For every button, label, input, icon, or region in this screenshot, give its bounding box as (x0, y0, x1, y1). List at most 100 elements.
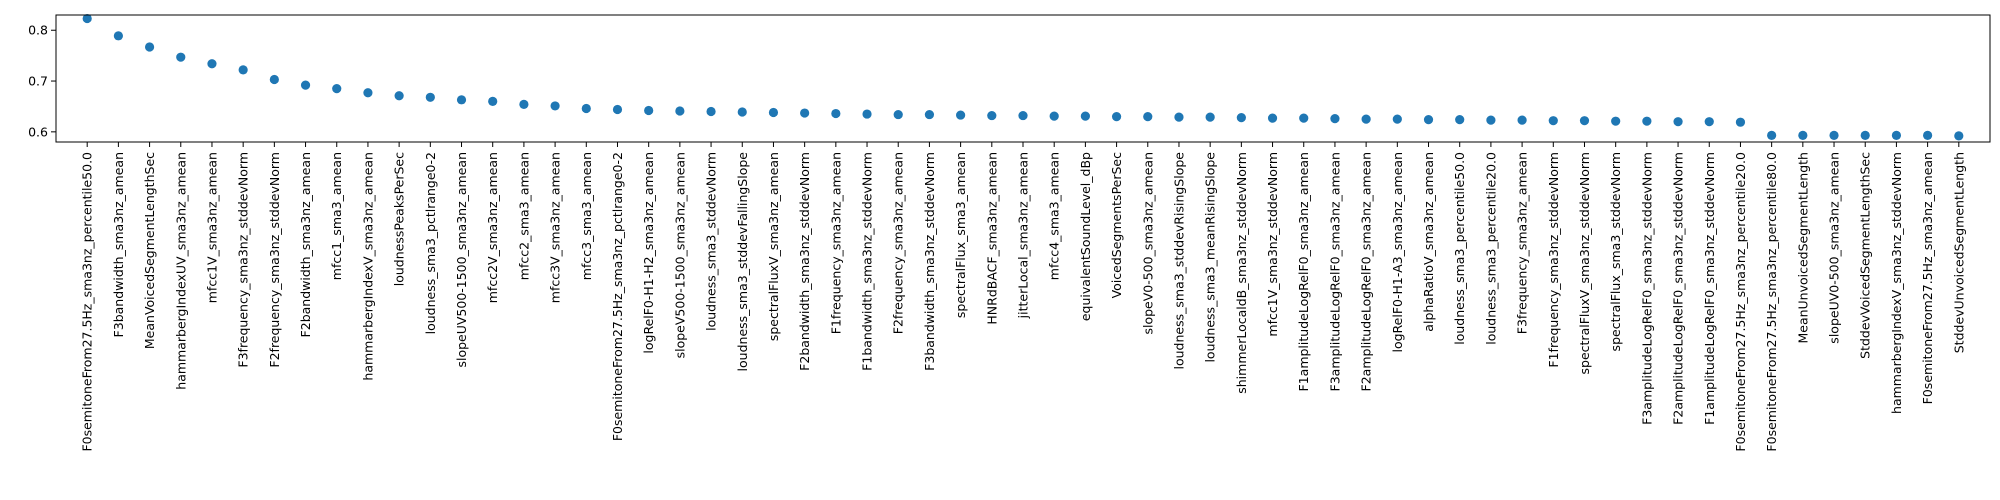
data-point (176, 52, 186, 62)
x-tick-label: loudness_sma3_stddevNorm (704, 152, 719, 331)
x-tick-label: F2bandwidth_sma3nz_amean (298, 152, 313, 337)
x-tick-label: spectralFlux_sma3_amean (953, 152, 968, 318)
x-tick-label: spectralFlux_sma3_stddevNorm (1608, 152, 1623, 351)
x-tick-label: F2amplitudeLogRelF0_sma3nz_amean (1359, 152, 1374, 391)
x-tick-label: VoicedSegmentsPerSec (1109, 152, 1124, 299)
data-point (1018, 110, 1028, 121)
data-point (1205, 112, 1215, 122)
x-tick-label: slopeV500-1500_sma3nz_amean (672, 152, 687, 358)
data-point (144, 42, 155, 52)
data-point (612, 104, 623, 115)
data-point (987, 110, 997, 121)
x-tick-label: loudness_sma3_percentile20.0 (1483, 152, 1498, 345)
data-point (1455, 115, 1465, 125)
data-point (768, 107, 779, 118)
x-tick-label: F0semitoneFrom27.5Hz_sma3nz_percentile80… (1764, 152, 1779, 452)
y-tick-label: 0.7 (28, 74, 48, 89)
x-tick-label: logRelF0-H1-A3_sma3nz_amean (1390, 152, 1405, 352)
data-point (1392, 114, 1402, 124)
x-tick-label: jitterLocal_sma3nz_amean (1016, 152, 1031, 319)
x-tick-label: F3frequency_sma3nz_amean (1515, 152, 1530, 334)
x-tick-label: mfcc2_sma3_amean (516, 152, 531, 280)
data-point (1111, 112, 1122, 122)
data-point (1642, 116, 1652, 126)
x-tick-label: loudness_sma3_percentile50.0 (1452, 152, 1467, 345)
x-tick-label: equivalentSoundLevel_dBp (1078, 152, 1093, 321)
data-points (82, 13, 1964, 141)
data-point (831, 108, 841, 119)
x-tick-label: F3bandwidth_sma3nz_amean (111, 152, 126, 337)
data-point (862, 109, 872, 119)
data-point (800, 108, 810, 118)
data-point (300, 80, 311, 90)
x-tick-label: mfcc2V_sma3nz_amean (485, 152, 500, 303)
data-point (1330, 114, 1340, 124)
y-tick-label: 0.6 (28, 124, 48, 139)
data-point (893, 109, 903, 120)
x-tick-label: HNRdBACF_sma3nz_amean (984, 152, 999, 325)
data-point (644, 105, 654, 116)
data-point (737, 107, 747, 117)
x-tick-label: F1frequency_sma3nz_amean (828, 152, 843, 334)
x-tick-label: F3amplitudeLogRelF0_sma3nz_stddevNorm (1639, 152, 1654, 425)
data-point (581, 103, 591, 114)
data-point (1267, 113, 1278, 123)
data-point (956, 110, 966, 120)
data-point (924, 109, 935, 120)
x-tick-label: F2frequency_sma3nz_stddevNorm (267, 152, 282, 368)
x-tick-label: hammarbergIndexV_sma3nz_stddevNorm (1889, 152, 1904, 414)
x-tick-label: loudness_sma3_pctlrange0-2 (423, 152, 438, 334)
data-point (1361, 114, 1371, 124)
data-point (456, 95, 467, 105)
x-tick-label: mfcc3V_sma3nz_amean (548, 152, 563, 303)
x-tick-label: mfcc1V_sma3nz_stddevNorm (1265, 152, 1280, 337)
data-point (238, 65, 248, 75)
x-tick-label: StddevVoicedSegmentLengthSec (1858, 152, 1873, 359)
x-tick-label: F3bandwidth_sma3nz_stddevNorm (922, 152, 937, 371)
data-point (1673, 117, 1683, 127)
data-point (1891, 130, 1902, 140)
x-tick-label: hammarbergIndexV_sma3nz_amean (360, 152, 375, 381)
data-point (1517, 115, 1527, 125)
data-point (1143, 112, 1153, 122)
data-point (1049, 111, 1059, 121)
x-tick-label: loudness_sma3_stddevRisingSlope (1171, 152, 1186, 370)
data-point (1704, 117, 1714, 127)
data-point (207, 59, 217, 69)
x-tick-label: alphaRatioV_sma3nz_amean (1421, 152, 1436, 332)
data-point (1767, 130, 1777, 140)
x-tick-label: slopeUV0-500_sma3nz_amean (1827, 152, 1842, 344)
x-tick-label: mfcc4_sma3_amean (1047, 152, 1062, 280)
x-tick-label: slopeV0-500_sma3nz_amean (1140, 152, 1155, 335)
x-tick-label: spectralFluxV_sma3nz_amean (766, 152, 781, 341)
x-tick-label: logRelF0-H1-H2_sma3nz_amean (641, 152, 656, 354)
x-tick-label: loudness_sma3_stddevFallingSlope (735, 152, 750, 372)
x-tick-label: shimmerLocaldB_sma3nz_stddevNorm (1234, 152, 1249, 394)
y-tick-label: 0.8 (28, 23, 48, 38)
data-point (706, 106, 716, 117)
data-point (519, 99, 529, 110)
x-tick-label: spectralFluxV_sma3nz_stddevNorm (1577, 152, 1592, 374)
x-tick-label: F0semitoneFrom27.5Hz_sma3nz_pctlrange0-2 (610, 152, 625, 441)
x-tick-label: F2amplitudeLogRelF0_sma3nz_stddevNorm (1671, 152, 1686, 425)
data-point (1923, 130, 1933, 140)
x-tick-label: mfcc1_sma3_amean (329, 152, 344, 280)
x-tick-label: MeanVoicedSegmentLengthSec (142, 152, 157, 349)
data-point (1798, 130, 1808, 140)
x-tick-label: F2bandwidth_sma3nz_stddevNorm (797, 152, 812, 371)
x-axis: F0semitoneFrom27.5Hz_sma3nz_percentile50… (80, 142, 1966, 452)
data-point (363, 88, 373, 98)
x-tick-label: F1amplitudeLogRelF0_sma3nz_stddevNorm (1702, 152, 1717, 425)
x-tick-label: mfcc1V_sma3nz_amean (204, 152, 219, 303)
data-point (1735, 117, 1746, 127)
data-point (1829, 130, 1839, 140)
x-tick-label: loudness_sma3_meanRisingSlope (1203, 152, 1218, 363)
x-tick-label: MeanUnvoicedSegmentLength (1795, 152, 1810, 344)
x-tick-label: hammarbergIndexUV_sma3nz_amean (173, 152, 188, 390)
data-point (1299, 113, 1309, 123)
x-tick-label: F0semitoneFrom27.5Hz_sma3nz_amean (1920, 152, 1935, 404)
x-tick-label: slopeUV500-1500_sma3nz_amean (454, 152, 469, 368)
x-tick-label: loudnessPeaksPerSec (392, 152, 407, 286)
